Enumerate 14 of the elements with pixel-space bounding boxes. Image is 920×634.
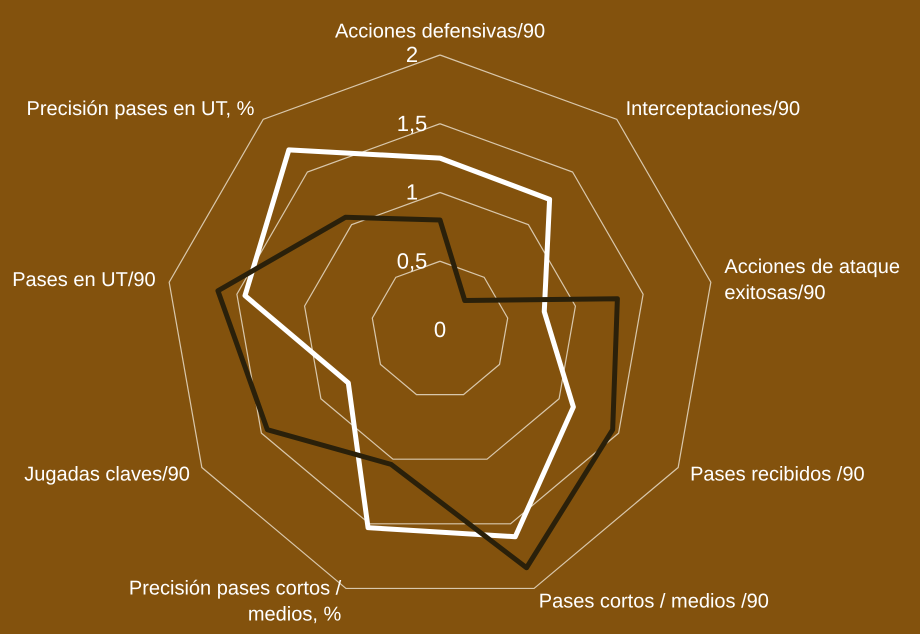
spoke-label: Acciones defensivas/90 — [334, 20, 546, 42]
y-tick-label: 1,5 — [396, 110, 428, 136]
spoke-label: Jugadas claves/90 — [24, 463, 190, 486]
spoke-label: Precisión pases cortos / medios, % — [128, 577, 342, 626]
y-tick-label: 0 — [434, 317, 446, 342]
spoke-label: Acciones de ataque exitosas/90 — [724, 256, 900, 304]
spoke-label: Interceptaciones/90 — [626, 98, 800, 120]
spoke-label: Pases en UT/90 — [12, 268, 156, 291]
spoke-label: Pases cortos / medios /90 — [538, 590, 769, 612]
spoke-label: Pases recibidos /90 — [690, 463, 865, 486]
spoke-label: Precisión pases en UT, % — [26, 98, 255, 120]
y-tick-label: 2 — [406, 42, 418, 67]
y-tick-label: 0,5 — [396, 248, 428, 274]
y-tick-label: 1 — [406, 180, 418, 204]
